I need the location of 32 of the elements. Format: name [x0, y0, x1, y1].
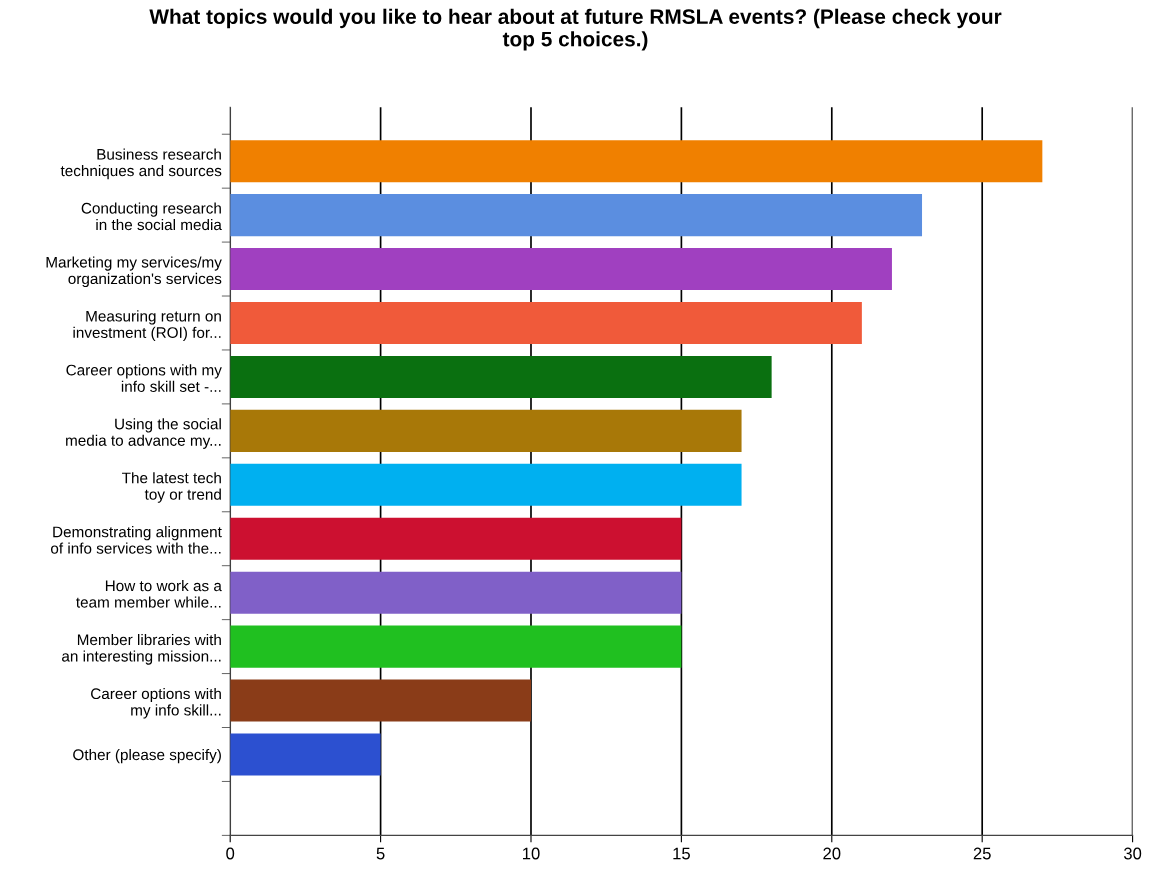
y-tick-label: Demonstrating alignment of info services with the...	[50, 526, 222, 554]
bar	[230, 571, 682, 614]
bar	[230, 625, 682, 668]
bar	[230, 463, 742, 506]
y-tick-label: How to work as a team member while...	[76, 580, 222, 608]
x-tick-label: 30	[1123, 847, 1142, 860]
x-tick-label: 15	[673, 847, 690, 860]
x-tick-label: 20	[823, 847, 841, 860]
bar	[230, 248, 892, 291]
bar	[230, 679, 531, 722]
bar	[230, 194, 923, 237]
y-tick-label: Measuring return on investment (ROI) for...	[73, 310, 221, 342]
y-tick-label: Marketing my services/my organization's services	[46, 256, 222, 288]
y-tick-label: Other (please specify)	[73, 748, 221, 764]
x-tick-label: 5	[376, 847, 385, 860]
y-tick-label: Using the social media to advance my...	[66, 418, 221, 449]
y-tick-label: Conducting research in the social media	[81, 202, 222, 231]
y-tick-label: Business research techniques and sources	[60, 148, 222, 180]
y-tick-label: Career options with my info skill set -...	[66, 364, 222, 392]
bar	[230, 409, 742, 452]
bar	[230, 355, 772, 398]
bar	[230, 301, 862, 345]
y-tick-label: The latest tech toy or trend	[122, 472, 221, 503]
bar	[230, 140, 1043, 183]
y-tick-label: Career options with my info skill...	[91, 687, 221, 719]
x-tick-label: 0	[226, 847, 235, 860]
bar	[230, 517, 682, 560]
bar	[230, 733, 381, 776]
y-tick-label: Member libraries with an interesting mission...	[62, 633, 221, 665]
chart-title: What topics would you like to hear about at future RMSLA events? (Please check your top 5 choices.)	[149, 8, 1002, 51]
x-tick-label: 10	[523, 847, 540, 860]
x-tick-label: 25	[973, 847, 991, 860]
